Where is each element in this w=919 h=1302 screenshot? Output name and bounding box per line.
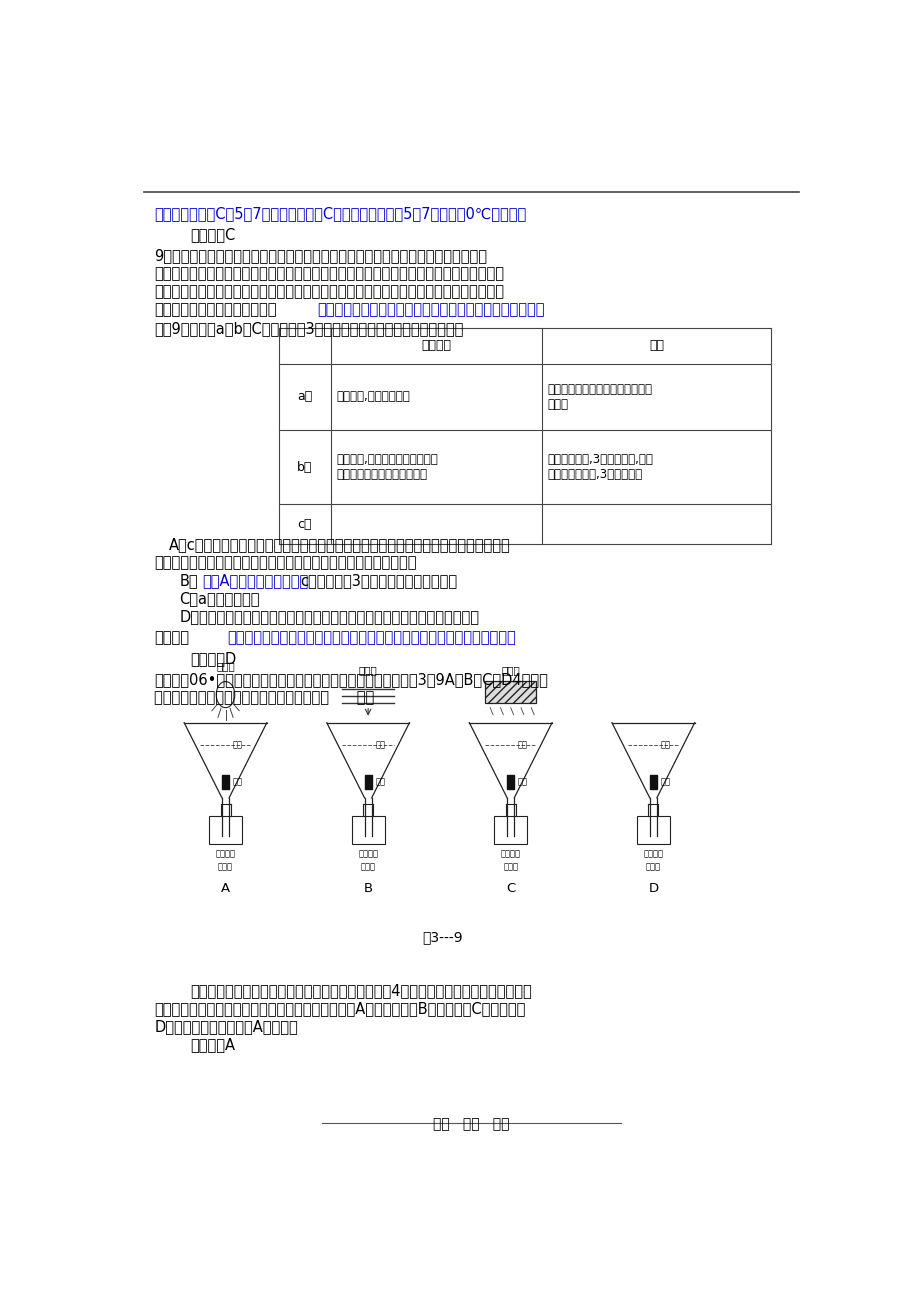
Text: 筛网: 筛网 [660,777,670,786]
Text: 【解析】土壤动物具有趋暗、趋湿、避高温的习性，4种土壤微型节肢动物分离收集装置: 【解析】土壤动物具有趋暗、趋湿、避高温的习性，4种土壤微型节肢动物分离收集装置 [189,983,531,999]
Text: C．a组起对照作用: C．a组起对照作用 [179,591,259,607]
Text: 一定程度时，再切去一部分细胞质，依此类推，每次按上述方法处理: 一定程度时，再切去一部分细胞质，依此类推，每次按上述方法处理 [154,555,416,570]
Text: c组的现象是3只变形虫始终不分裂增殖: c组的现象是3只变形虫始终不分裂增殖 [300,573,457,589]
Text: 9．细胞为什么不能无限制地长大而要进行分裂呢？科学家认为当细胞的体积由于生长: 9．细胞为什么不能无限制地长大而要进行分裂呢？科学家认为当细胞的体积由于生长 [154,249,487,263]
Text: 【答案】A: 【答案】A [189,1038,234,1052]
Bar [494,816,527,844]
Text: 形虫9只，分成a、b、C三组，每组3只。根据实验判断下列叙述不正确的是: 形虫9只，分成a、b、C三组，每组3只。根据实验判断下列叙述不正确的是 [154,320,463,336]
Bar [636,816,669,844]
Text: 土样: 土样 [517,741,528,749]
Text: 切取细胞质后,3只均不分裂,但增
长到一定体积后,3只均又分裂: 切取细胞质后,3只均不分裂,但增 长到一定体积后,3只均又分裂 [548,453,653,480]
Text: 土壤动物: 土壤动物 [357,849,378,858]
Text: 筛网: 筛网 [375,777,385,786]
Text: 【答案】D: 【答案】D [189,651,236,667]
Text: 电热板: 电热板 [501,665,519,676]
Text: 变形虫体积增大到一定程度后，分
裂增殖: 变形虫体积增大到一定程度后，分 裂增殖 [548,383,652,411]
Text: 筛网: 筛网 [517,777,528,786]
Text: D: D [648,881,658,894]
Text: 土壤动物: 土壤动物 [642,849,663,858]
Text: B．: B． [179,573,198,589]
Text: 土壤动物: 土壤动物 [215,849,235,858]
Text: 收集瓶: 收集瓶 [645,862,660,871]
Text: 人工培养,不做任何处理: 人工培养,不做任何处理 [336,391,410,404]
Text: 土壤动物: 土壤动物 [500,849,520,858]
Text: 可验证上述理论的正确性，取大小相等、活性相当的同种变: 可验证上述理论的正确性，取大小相等、活性相当的同种变 [316,302,544,318]
Text: 体积的适宜比例。下列实验设计: 体积的适宜比例。下列实验设计 [154,302,277,318]
Text: 收集瓶: 收集瓶 [360,862,375,871]
Text: 图3---9: 图3---9 [422,930,463,944]
Text: A: A [221,881,230,894]
Text: 收集瓶: 收集瓶 [503,862,517,871]
Text: 处理方法: 处理方法 [421,340,451,353]
Text: b组: b组 [297,461,312,474]
Bar [484,681,536,703]
Text: 筛网: 筛网 [233,777,243,786]
Text: 土样: 土样 [660,741,670,749]
Text: D．实验还能说明细胞体积趋于小的原因是它受到细胞核所能控制的范围制约: D．实验还能说明细胞体积趋于小的原因是它受到细胞核所能控制的范围制约 [179,609,479,625]
Text: 热光源: 热光源 [216,661,234,672]
Text: 若按A选项中的方法处理，: 若按A选项中的方法处理， [202,573,308,589]
Text: 和外界的物质交换适应不了细胞的需要，这就会引起细胞的分裂，以恢复其原来的表面积与: 和外界的物质交换适应不了细胞的需要，这就会引起细胞的分裂，以恢复其原来的表面积与 [154,285,504,299]
Bar [364,775,371,789]
Text: B: B [363,881,372,894]
Text: 土样: 土样 [375,741,385,749]
Text: C: C [505,881,515,894]
Text: 用心   爱心   专心: 用心 爱心 专心 [433,1117,509,1131]
Text: a组: a组 [297,391,312,404]
Text: 该实验不能说明细胞体积趋于小的原因是它受到细胞核所能控制的范围制约: 该实验不能说明细胞体积趋于小的原因是它受到细胞核所能控制的范围制约 [227,630,516,646]
Text: c组: c组 [297,518,312,531]
Text: D没有采取任何措施。故A最符合。: D没有采取任何措施。故A最符合。 [154,1019,298,1034]
Bar [209,816,242,844]
Text: 【解析】: 【解析】 [154,630,189,646]
Text: 收集瓶: 收集瓶 [218,862,233,871]
Text: 现象: 现象 [649,340,664,353]
Text: 冷光源: 冷光源 [358,665,377,676]
Bar [221,775,229,789]
Text: １０．（06•江苏）土壤动物具有趋暗、趋湿、避高温的习性，图3－9A、B、C、D4种土壤: １０．（06•江苏）土壤动物具有趋暗、趋湿、避高温的习性，图3－9A、B、C、D… [154,673,548,687]
Bar [506,775,514,789]
Text: 人工培养,当体积增大到一定程度
时，一次性切取一部分细胞质: 人工培养,当体积增大到一定程度 时，一次性切取一部分细胞质 [336,453,437,480]
Bar [351,816,384,844]
Text: 中，最合理的是亮、湿、热三个条件中符合最多的。A符合亮和热，B只符合亮，C只符合热，: 中，最合理的是亮、湿、热三个条件中符合最多的。A符合亮和热，B只符合亮，C只符合… [154,1001,525,1017]
Text: 分析表格可知，C在5～7有显著减小，故C应为皮肤血流量，5～7应为置于0℃环境中。: 分析表格可知，C在5～7有显著减小，故C应为皮肤血流量，5～7应为置于0℃环境中… [154,207,526,221]
Text: 而逐步增大时，细胞表面积和体积的比例就会变得越来越小，导致表面积不足，使细胞内部: 而逐步增大时，细胞表面积和体积的比例就会变得越来越小，导致表面积不足，使细胞内部 [154,267,504,281]
Text: A．c组的处理方法是：在变形虫长大到一定程度时，用刀片切去一部分细胞质，再长到: A．c组的处理方法是：在变形虫长大到一定程度时，用刀片切去一部分细胞质，再长到 [168,538,510,552]
Text: 【答案】C: 【答案】C [189,228,235,242]
Text: 土样: 土样 [233,741,243,749]
Bar [649,775,656,789]
Text: 微型节肢动物分离收集装置中，最合理的是（      ）。: 微型节肢动物分离收集装置中，最合理的是（ ）。 [154,690,374,706]
